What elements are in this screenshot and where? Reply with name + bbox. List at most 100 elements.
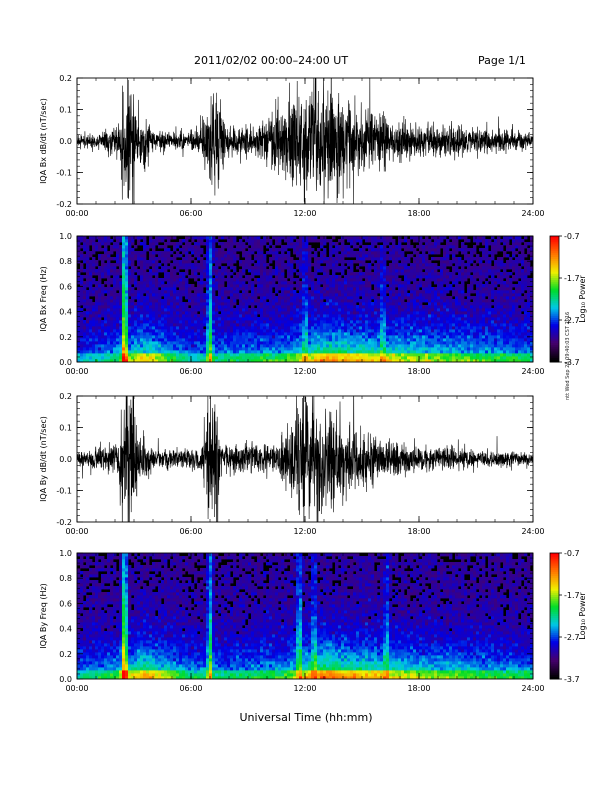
spectrogram-cell <box>113 290 117 294</box>
spectrogram-cell <box>341 245 345 249</box>
spectrogram-cell <box>359 272 363 276</box>
spectrogram-cell <box>263 293 267 297</box>
spectrogram-cell <box>368 335 372 339</box>
spectrogram-cell <box>263 311 267 315</box>
spectrogram-cell <box>296 353 300 357</box>
spectrogram-cell <box>179 308 183 312</box>
spectrogram-cell <box>200 347 204 351</box>
spectrogram-cell <box>95 290 99 294</box>
spectrogram-cell <box>440 320 444 324</box>
spectrogram-cell <box>95 305 99 309</box>
spectrogram-cell <box>422 305 426 309</box>
spectrogram-cell <box>278 338 282 342</box>
spectrogram-cell <box>122 245 126 249</box>
spectrogram-cell <box>86 329 90 333</box>
spectrogram-cell <box>80 338 84 342</box>
spectrogram-cell <box>170 353 174 357</box>
spectrogram-cell <box>365 338 369 342</box>
spectrogram-cell <box>83 338 87 342</box>
spectrogram-cell <box>167 338 171 342</box>
spectrogram-cell <box>353 332 357 336</box>
spectrogram-cell <box>422 281 426 285</box>
spectrogram-cell <box>356 308 360 312</box>
spectrogram-cell <box>233 338 237 342</box>
spectrogram-cell <box>281 332 285 336</box>
spectrogram-cell <box>317 347 321 351</box>
spectrogram-cell <box>77 308 81 312</box>
spectrogram-cell <box>194 323 198 327</box>
spectrogram-cell <box>98 308 102 312</box>
spectrogram-cell <box>179 278 183 282</box>
spectrogram-cell <box>110 263 114 267</box>
spectrogram-cell <box>197 299 201 303</box>
spectrogram-cell <box>230 356 234 360</box>
spectrogram-cell <box>233 281 237 285</box>
spectrogram-cell <box>239 272 243 276</box>
spectrogram-cell <box>161 299 165 303</box>
spectrogram-cell <box>311 308 315 312</box>
spectrogram-cell <box>266 293 270 297</box>
spectrogram-cell <box>320 293 324 297</box>
spectrogram-cell <box>221 275 225 279</box>
spectrogram-cell <box>434 323 438 327</box>
spectrogram-cell <box>218 329 222 333</box>
spectrogram-cell <box>449 356 453 360</box>
spectrogram-cell <box>452 236 456 240</box>
spectrogram-cell <box>179 359 183 362</box>
spectrogram-cell <box>296 266 300 270</box>
spectrogram-cell <box>188 347 192 351</box>
spectrogram-cell <box>86 356 90 360</box>
spectrogram-cell <box>350 347 354 351</box>
spectrogram-cell <box>365 311 369 315</box>
spectrogram-cell <box>224 278 228 282</box>
spectrogram-cell <box>122 260 126 264</box>
spectrogram-cell <box>446 338 450 342</box>
spectrogram-cell <box>428 305 432 309</box>
spectrogram-cell <box>281 305 285 309</box>
spectrogram-cell <box>209 308 213 312</box>
spectrogram-cell <box>110 359 114 362</box>
spectrogram-cell <box>368 323 372 327</box>
spectrogram-cell <box>89 284 93 288</box>
spectrogram-cell <box>155 242 159 246</box>
spectrogram-cell <box>98 347 102 351</box>
spectrogram-cell <box>335 311 339 315</box>
spectrogram-cell <box>251 242 255 246</box>
spectrogram-cell <box>347 290 351 294</box>
spectrogram-cell <box>278 284 282 288</box>
spectrogram-cell <box>254 239 258 243</box>
spectrogram-cell <box>308 293 312 297</box>
spectrogram-cell <box>269 347 273 351</box>
spectrogram-cell <box>407 338 411 342</box>
spectrogram-cell <box>383 299 387 303</box>
spectrogram-cell <box>164 248 168 252</box>
spectrogram-cell <box>413 272 417 276</box>
spectrogram-cell <box>407 332 411 336</box>
spectrogram-cell <box>251 350 255 354</box>
spectrogram-cell <box>239 329 243 333</box>
spectrogram-cell <box>116 251 120 255</box>
spectrogram-cell <box>446 305 450 309</box>
spectrogram-cell <box>77 359 81 362</box>
spectrogram-cell <box>212 236 216 240</box>
spectrogram-cell <box>302 350 306 354</box>
spectrogram-cell <box>401 359 405 362</box>
spectrogram-cell <box>221 305 225 309</box>
spectrogram-cell <box>113 287 117 291</box>
spectrogram-cell <box>98 269 102 273</box>
spectrogram-cell <box>263 320 267 324</box>
spectrogram-cell <box>326 296 330 300</box>
spectrogram-cell <box>182 248 186 252</box>
spectrogram-cell <box>335 248 339 252</box>
spectrogram-cell <box>371 359 375 362</box>
spectrogram-cell <box>419 311 423 315</box>
spectrogram-cell <box>302 263 306 267</box>
spectrogram-cell <box>158 326 162 330</box>
spectrogram-cell <box>221 245 225 249</box>
spectrogram-cell <box>239 287 243 291</box>
spectrogram-cell <box>377 284 381 288</box>
spectrogram-cell <box>386 308 390 312</box>
spectrogram-cell <box>89 344 93 348</box>
spectrogram-cell <box>332 260 336 264</box>
spectrogram-cell <box>140 254 144 258</box>
